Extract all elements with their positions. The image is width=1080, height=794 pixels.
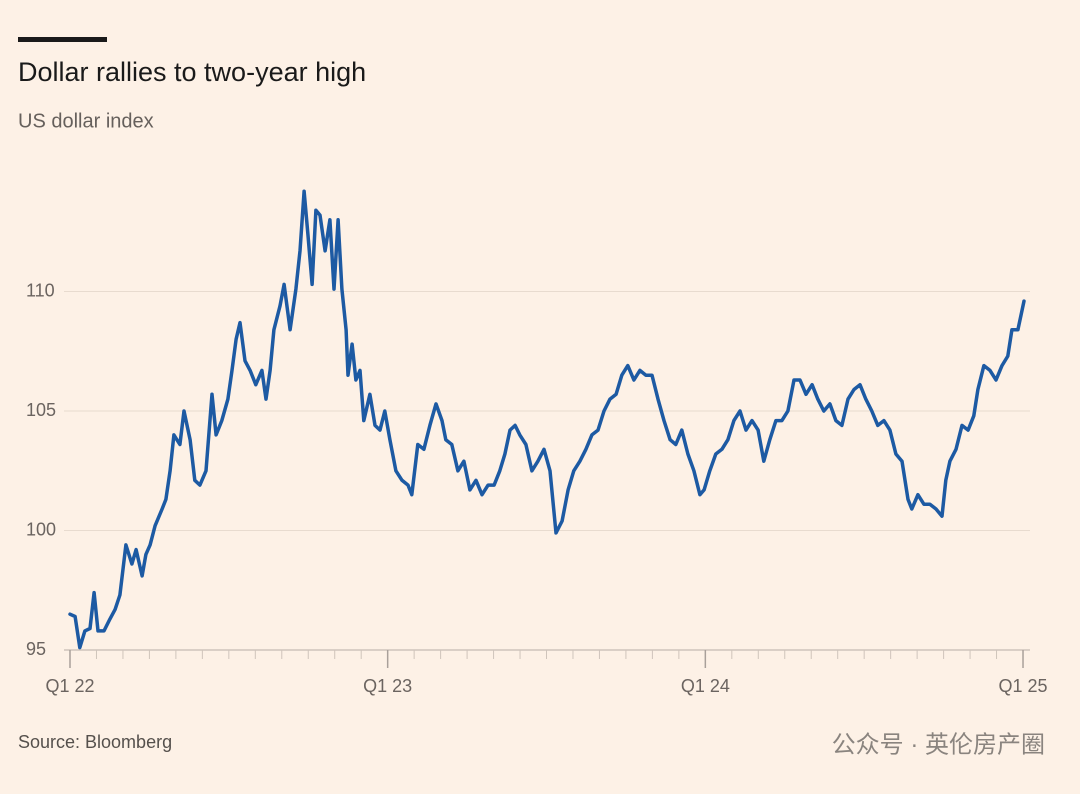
y-tick-label: 95 [26, 639, 46, 659]
y-tick-label: 110 [26, 280, 55, 300]
source-note: Source: Bloomberg [18, 732, 172, 752]
y-tick-label: 100 [26, 519, 56, 539]
data-line [68, 189, 1026, 650]
watermark: 公众号 · 英伦房产圈 [832, 731, 1045, 758]
chart-subtitle: US dollar index [18, 110, 154, 132]
plot-layer [68, 189, 1026, 650]
x-tick-label: Q1 23 [363, 676, 412, 696]
x-tick-label: Q1 25 [998, 676, 1047, 696]
title-rule [18, 37, 107, 42]
x-tick-label: Q1 24 [681, 676, 730, 696]
y-tick-label: 105 [26, 400, 56, 420]
x-tick-label: Q1 22 [45, 676, 94, 696]
chart-title: Dollar rallies to two-year high [18, 57, 366, 87]
